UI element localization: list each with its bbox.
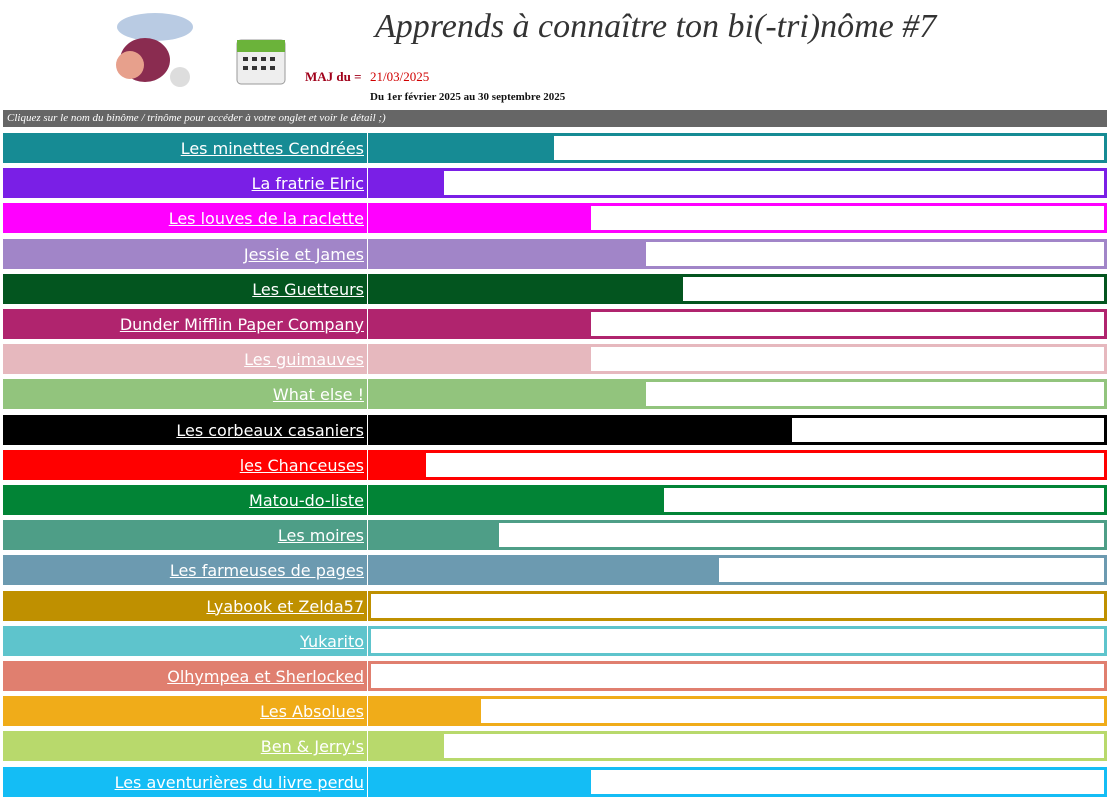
progress-row: Les moires [3,520,1107,551]
progress-row: Les farmeuses de pages [3,555,1107,586]
progress-row: Les Absolues [3,696,1107,727]
progress-track [368,449,1107,480]
row-link[interactable]: Les Guetteurs [3,273,367,304]
progress-row: Les minettes Cendrées [3,133,1107,163]
period: Du 1er février 2025 au 30 septembre 2025 [370,91,566,103]
progress-fill [371,276,683,301]
progress-row: Les corbeaux casaniers [3,414,1107,445]
row-link[interactable]: Yukarito [3,625,367,656]
progress-fill [371,241,646,266]
progress-fill [371,136,555,160]
progress-track [368,555,1107,586]
progress-track [368,485,1107,515]
progress-fill [371,488,665,512]
progress-fill [371,382,646,407]
progress-row: les Chanceuses [3,449,1107,480]
progress-row: Les aventurières du livre perdu [3,766,1107,797]
update-label: MAJ du = [305,69,362,84]
progress-track [368,238,1107,269]
progress-track [368,696,1107,727]
progress-fill [371,769,591,794]
progress-track [368,731,1107,762]
logo [116,13,193,87]
row-link[interactable]: Les aventurières du livre perdu [3,766,367,797]
row-link[interactable]: Les farmeuses de pages [3,555,367,586]
row-link[interactable]: Les Absolues [3,696,367,727]
row-link[interactable]: Les louves de la raclette [3,203,367,234]
progress-fill [371,452,426,477]
progress-track [368,133,1107,163]
progress-track [368,414,1107,445]
progress-fill [371,312,591,336]
progress-track [368,309,1107,339]
progress-track [368,520,1107,551]
progress-row: Lyabook et Zelda57 [3,590,1107,621]
row-link[interactable]: les Chanceuses [3,449,367,480]
progress-track [368,590,1107,621]
progress-row: Dunder Mifflin Paper Company [3,309,1107,339]
progress-fill [371,523,500,548]
progress-track [368,203,1107,234]
progress-fill [371,206,591,231]
row-link[interactable]: Ben & Jerry's [3,731,367,762]
progress-fill [371,699,481,724]
row-link[interactable]: Olhympea et Sherlocked [3,661,367,691]
progress-track [368,766,1107,797]
progress-track [368,168,1107,199]
row-link[interactable]: What else ! [3,379,367,410]
row-link[interactable]: Les moires [3,520,367,551]
row-link[interactable]: Les guimauves [3,344,367,375]
row-link[interactable]: Matou-do-liste [3,485,367,515]
progress-row: Jessie et James [3,238,1107,269]
progress-row: Les guimauves [3,344,1107,375]
progress-track [368,273,1107,304]
progress-fill [371,171,445,196]
row-link[interactable]: Les corbeaux casaniers [3,414,367,445]
progress-row: Les Guetteurs [3,273,1107,304]
progress-fill [371,558,720,583]
progress-row: Ben & Jerry's [3,731,1107,762]
instruction-bar: Cliquez sur le nom du binôme / trinôme p… [3,110,1107,127]
progress-row: What else ! [3,379,1107,410]
progress-row: La fratrie Elric [3,168,1107,199]
calendar-icon [236,39,286,85]
progress-row: Matou-do-liste [3,485,1107,515]
progress-fill [371,734,445,759]
row-link[interactable]: Dunder Mifflin Paper Company [3,309,367,339]
title: Apprends à connaître ton bi(-tri)nôme #7 [375,8,937,45]
progress-fill [371,417,793,442]
row-link[interactable]: Lyabook et Zelda57 [3,590,367,621]
progress-row: Olhympea et Sherlocked [3,661,1107,691]
progress-track [368,344,1107,375]
progress-track [368,625,1107,656]
row-link[interactable]: Les minettes Cendrées [3,133,367,163]
progress-row: Les louves de la raclette [3,203,1107,234]
progress-track [368,661,1107,691]
progress-fill [371,347,591,372]
update-date: 21/03/2025 [370,69,430,84]
row-link[interactable]: La fratrie Elric [3,168,367,199]
progress-track [368,379,1107,410]
row-link[interactable]: Jessie et James [3,238,367,269]
progress-row: Yukarito [3,625,1107,656]
